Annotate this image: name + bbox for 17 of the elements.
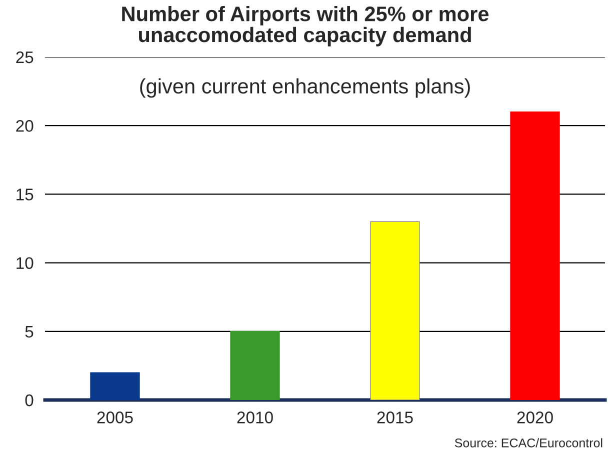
y-tick-label: 0 [25,394,34,406]
x-tick-label: 2010 [237,412,273,424]
bar [230,331,280,400]
x-tick-label: 2015 [377,412,413,424]
y-tick-label: 10 [16,257,34,270]
source-note: Source: ECAC/Eurocontrol [454,438,602,448]
bar [90,372,140,400]
y-tick-label: 25 [16,51,34,64]
chart-title: Number of Airports with 25% or more unaccomodated capacity demand [122,6,489,46]
y-tick-label: 15 [16,188,34,200]
bar [510,112,560,400]
bar [370,221,420,400]
x-tick-label: 2020 [517,412,553,424]
y-tick-label: 20 [16,120,34,132]
x-tick-label: 2005 [97,412,133,424]
text: (given current enhancements plans) [140,78,470,98]
y-tick-label: 5 [25,326,34,338]
